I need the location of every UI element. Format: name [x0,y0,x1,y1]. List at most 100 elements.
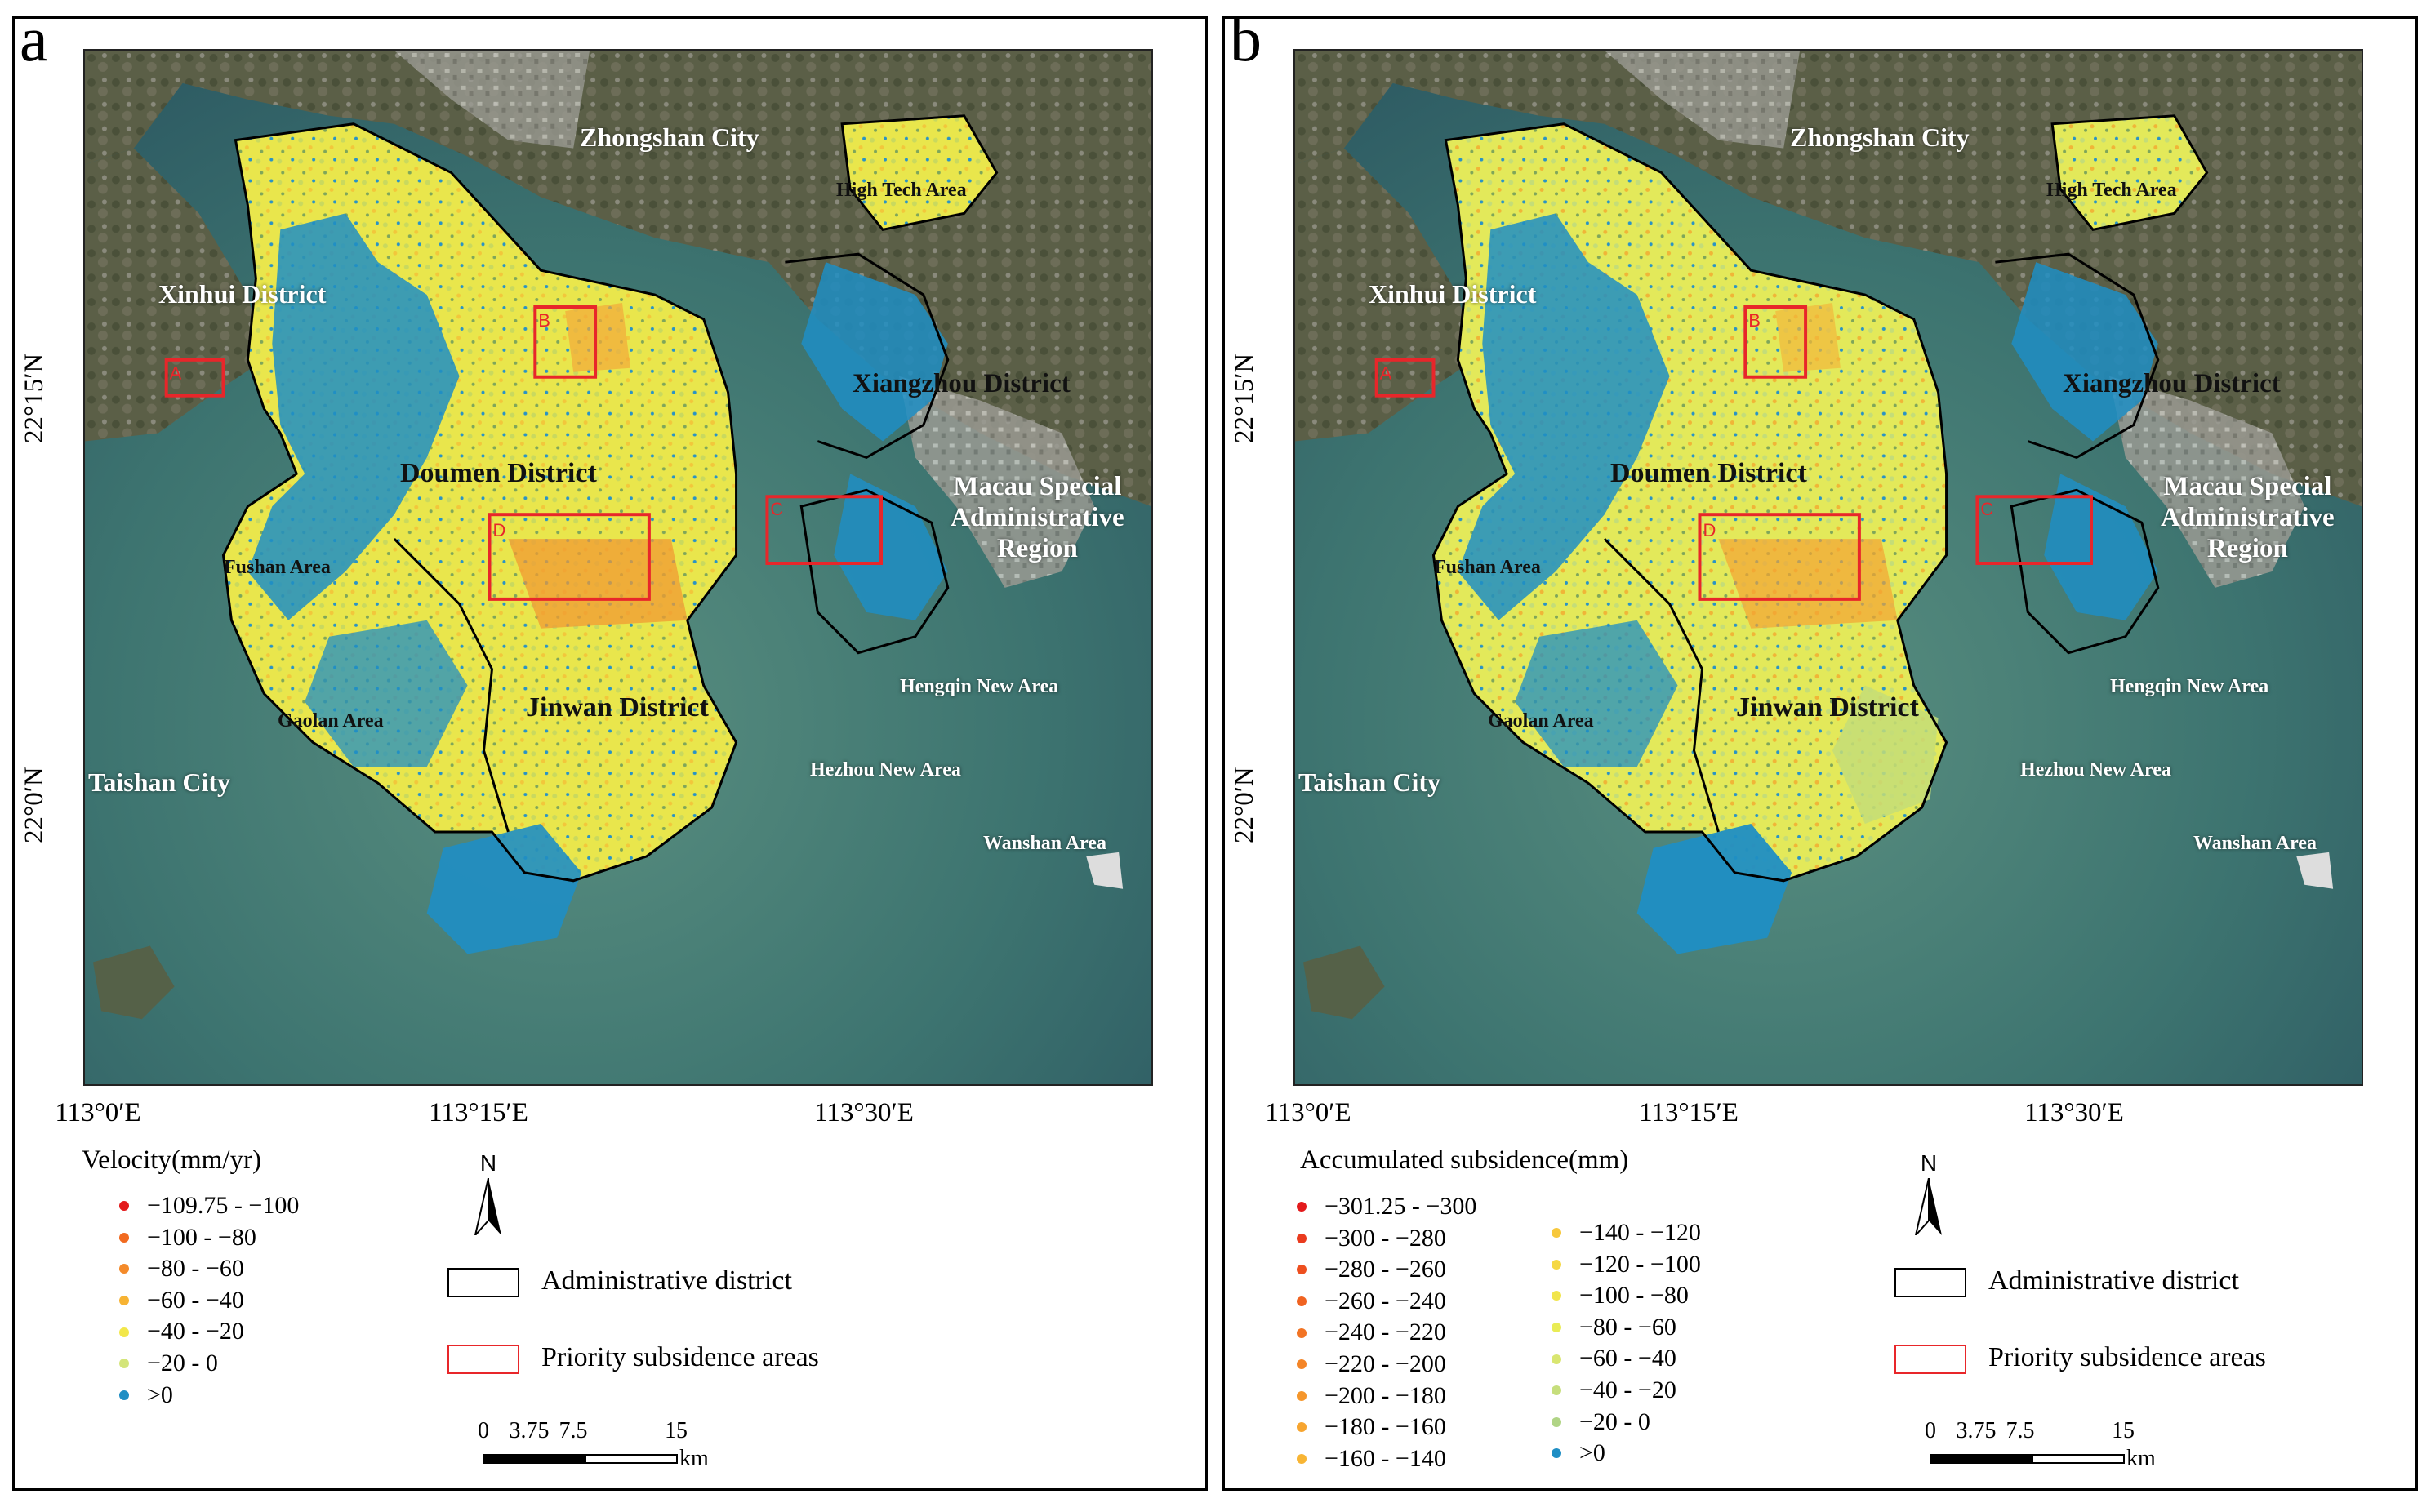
admin-district-symbol [1894,1268,1966,1297]
legend-item: −100 - −80 [1552,1280,1701,1312]
legend-dot-icon [1552,1291,1561,1301]
legend-item: −200 - −180 [1297,1381,1476,1412]
legend-dot-icon [119,1359,129,1369]
legend-item: −40 - −20 [1552,1375,1701,1407]
legend-item: −240 - −220 [1297,1317,1476,1349]
label-macau-line2: Administrative [951,502,1124,532]
legend-label: −60 - −40 [1579,1345,1676,1372]
legend-item: −109.75 - −100 [119,1190,299,1222]
island [1302,945,1385,1020]
legend-item: −260 - −240 [1297,1286,1476,1318]
legend-item: −100 - −80 [119,1222,299,1254]
priority-area-symbol [1894,1345,1966,1374]
legend-dot-icon [1552,1228,1561,1239]
legend-label: −100 - −80 [1579,1282,1689,1310]
velocity-map: A B C D Zhongshan City High Tech Area Xi… [83,49,1153,1086]
north-arrow-icon [474,1178,501,1235]
panel-a: a [12,7,1208,1491]
legend-item: −80 - −60 [119,1253,299,1285]
high-tech-land [842,115,997,230]
hengqin-uplift [834,474,948,620]
admin-district-label: Administrative district [1988,1265,2239,1296]
legend-item: −140 - −120 [1552,1217,1701,1249]
legend-dot-icon [119,1264,129,1274]
subsidence-hotspot [1718,539,1898,629]
lat-label: 22°0′N [20,767,49,843]
north-arrow-icon [1915,1178,1942,1235]
uplift-zone [1458,213,1670,620]
label-macau-line2: Administrative [2161,502,2335,532]
label-doumen: Doumen District [1610,458,1807,488]
legend-item: −160 - −140 [1297,1443,1476,1475]
scale-segment-black [483,1454,586,1464]
legend-dot-icon [1297,1233,1307,1243]
scale-unit: km [679,1446,709,1471]
lon-label: 113°0′E [55,1098,141,1127]
legend-label: −180 - −160 [1325,1413,1446,1441]
legend-dot-icon [1297,1359,1307,1370]
west-land [1295,148,1475,442]
lon-label: 113°15′E [1639,1098,1739,1127]
legend-item: −20 - 0 [1552,1407,1701,1439]
label-macau: Macau Special Administrative Region [2161,472,2335,565]
legend-item: −40 - −20 [119,1316,299,1348]
macau-land [898,376,1095,588]
subsidence-hotspot [508,539,688,629]
lon-label: 113°15′E [429,1098,528,1127]
admin-district-label: Administrative district [541,1265,792,1296]
legend-dot-icon [1297,1202,1307,1212]
legend-dot-icon [1297,1265,1307,1275]
priority-label-d: D [1703,520,1716,540]
lon-label: 113°0′E [1265,1098,1351,1127]
legend-list-col2: −140 - −120 −120 - −100 −100 - −80 −80 - −6… [1552,1217,1701,1470]
priority-area-symbol [447,1345,519,1374]
label-zhongshan: Zhongshan City [580,122,759,152]
panel-b: b [1222,7,2418,1491]
legend-item: −60 - −40 [1552,1343,1701,1375]
xiangzhou-uplift [801,262,948,442]
lat-label: 22°15′N [1230,353,1259,443]
jinwan-green-zone [1832,685,1939,825]
priority-area-label: Priority subsidence areas [541,1342,819,1372]
lat-label: 22°15′N [20,353,49,443]
panel-letter: a [20,3,48,74]
uplift-zone-2 [1515,620,1678,767]
legend-label: −200 - −180 [1325,1381,1446,1409]
label-macau: Macau Special Administrative Region [951,472,1124,565]
label-xiangzhou: Xiangzhou District [853,369,1071,398]
scale-tick: 0 [1925,1418,1936,1443]
scale-tick: 0 [478,1418,489,1443]
subsidence-map: A B C D Zhongshan City High Tech Area Xi… [1293,49,2363,1086]
legend-dot-icon [1552,1416,1561,1427]
legend-label: −40 - −20 [1579,1376,1676,1403]
legend-item: −301.25 - −300 [1297,1191,1476,1223]
label-fushan: Fushan Area [1434,557,1541,578]
legend-item: −60 - −40 [119,1285,299,1317]
legend-label: −120 - −100 [1579,1250,1701,1278]
legend-label: −109.75 - −100 [147,1192,300,1219]
hengqin-uplift [2044,474,2158,620]
legend-title: Accumulated subsidence(mm) [1300,1145,1629,1175]
label-xinhui: Xinhui District [158,279,327,309]
legend-item: >0 [119,1380,299,1412]
south-island-uplift [1636,824,1792,954]
panel-letter: b [1230,3,1262,74]
legend-dot-icon [119,1232,129,1243]
label-fushan: Fushan Area [224,557,331,578]
legend-label: −160 - −140 [1325,1444,1446,1472]
label-macau-line3: Region [996,533,1078,563]
legend-label: −240 - −220 [1325,1319,1446,1346]
label-xiangzhou: Xiangzhou District [2063,369,2281,398]
priority-area-d [488,513,651,601]
label-high-tech: High Tech Area [836,180,967,201]
label-wanshan: Wanshan Area [983,833,1106,854]
legend-item: −20 - 0 [119,1348,299,1380]
legend-label: −260 - −240 [1325,1287,1446,1314]
scale-segment-black [1930,1454,2033,1464]
legend-title: Velocity(mm/yr) [82,1145,261,1175]
legend-dot-icon [1552,1448,1561,1459]
west-land [85,148,265,442]
priority-label-d: D [492,520,505,540]
legend-dot-icon [119,1296,129,1306]
legend-dot-icon [1552,1259,1561,1270]
